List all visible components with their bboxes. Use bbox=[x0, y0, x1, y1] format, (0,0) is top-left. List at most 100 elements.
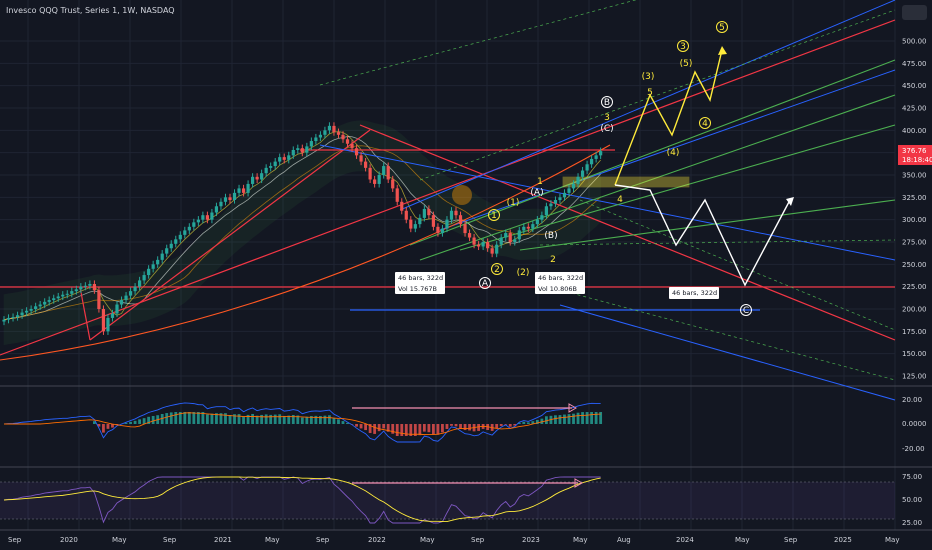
wave-label-4: 4 bbox=[617, 195, 623, 205]
candle-body bbox=[183, 230, 187, 235]
candle-body bbox=[151, 264, 155, 269]
macd-bar bbox=[364, 424, 367, 431]
macd-bar bbox=[508, 424, 512, 427]
price-tag-countdown: 18:18:40 bbox=[902, 156, 932, 164]
candle-body bbox=[165, 248, 169, 254]
macd-bar bbox=[133, 420, 137, 424]
green-dashed-line bbox=[419, 9, 896, 181]
candle-body bbox=[52, 298, 56, 301]
chart-title: Invesco QQQ Trust, Series 1, 1W, NASDAQ bbox=[6, 6, 175, 15]
macd-bar bbox=[554, 415, 557, 424]
wave-label-C-circle-ring bbox=[740, 304, 752, 316]
macd-bar bbox=[526, 422, 530, 424]
candle-body bbox=[192, 222, 196, 227]
macd-signal-line bbox=[4, 412, 601, 436]
wave-label-C-circle: C bbox=[743, 306, 749, 316]
macd-bar bbox=[445, 424, 449, 429]
wave-label-2-circle-ring bbox=[491, 263, 503, 275]
price-tag-value: 376.76 bbox=[902, 147, 927, 155]
y-tick-label: 475.00 bbox=[902, 60, 927, 68]
candle-body bbox=[83, 285, 87, 287]
wave-label-B-paren: (B) bbox=[544, 231, 557, 241]
wave-label-2-paren: (2) bbox=[517, 268, 530, 278]
macd-bar bbox=[409, 424, 413, 436]
candle-body bbox=[377, 175, 381, 184]
macd-bar bbox=[291, 415, 295, 424]
candle-body bbox=[359, 155, 363, 162]
macd-bar bbox=[341, 421, 345, 424]
macd-bar bbox=[282, 415, 286, 424]
macd-bar bbox=[459, 424, 462, 429]
logo-badge[interactable] bbox=[902, 5, 927, 20]
measure-box bbox=[535, 272, 585, 294]
wave-label-4-paren: (4) bbox=[667, 148, 680, 158]
green-channel-line bbox=[459, 124, 896, 251]
candle-body bbox=[260, 173, 264, 180]
x-tick-label: 2024 bbox=[676, 536, 694, 544]
candle-body bbox=[418, 217, 422, 225]
candle-body bbox=[318, 134, 322, 138]
rsi-tick-label: 50.00 bbox=[902, 496, 922, 504]
rsi-line bbox=[3, 476, 601, 524]
macd-bar bbox=[233, 414, 236, 424]
green-channel-line bbox=[419, 94, 896, 261]
macd-bar bbox=[463, 424, 467, 431]
candle-body bbox=[138, 280, 142, 287]
candle-body bbox=[535, 219, 539, 225]
candle-body bbox=[341, 134, 345, 140]
macd-bar bbox=[545, 416, 548, 424]
candle-body bbox=[368, 167, 372, 180]
candle-body bbox=[278, 157, 282, 162]
macd-bar bbox=[287, 415, 291, 424]
macd-bar bbox=[169, 412, 173, 424]
candle-body bbox=[499, 237, 503, 245]
candle-body bbox=[187, 226, 191, 231]
candle-body bbox=[373, 179, 377, 184]
measure-box bbox=[669, 287, 719, 299]
macd-bar bbox=[346, 422, 349, 424]
candle-body bbox=[544, 206, 548, 216]
macd-bar bbox=[427, 424, 431, 433]
candle-body bbox=[549, 203, 553, 207]
candle-body bbox=[205, 215, 209, 220]
macd-bar bbox=[513, 424, 517, 426]
candle-body bbox=[504, 233, 508, 238]
arrow-head bbox=[568, 403, 578, 413]
macd-bar bbox=[436, 424, 440, 435]
candle-body bbox=[106, 317, 110, 332]
candle-body bbox=[142, 275, 146, 281]
candle-body bbox=[269, 166, 273, 168]
macd-bar bbox=[495, 424, 499, 429]
candle-body bbox=[124, 295, 128, 301]
macd-bar bbox=[151, 415, 155, 424]
macd-bar bbox=[535, 419, 539, 424]
arrow-head bbox=[786, 197, 794, 206]
x-tick-label: 2025 bbox=[834, 536, 852, 544]
candle-body bbox=[364, 161, 368, 168]
candle-body bbox=[174, 239, 178, 244]
wave-label-5-circle-ring bbox=[716, 21, 728, 33]
candle-body bbox=[508, 233, 512, 242]
wave-label-A-circle: A bbox=[482, 279, 489, 289]
macd-bar bbox=[138, 419, 141, 424]
macd-bar bbox=[499, 424, 503, 426]
y-tick-label: 275.00 bbox=[902, 239, 927, 247]
candle-body bbox=[391, 179, 395, 189]
candle-body bbox=[576, 176, 580, 184]
macd-bar bbox=[129, 421, 132, 424]
macd-bar bbox=[93, 421, 96, 424]
macd-bar bbox=[305, 416, 309, 424]
candle-body bbox=[585, 164, 589, 171]
candle-body bbox=[11, 317, 15, 319]
trend-lines bbox=[0, 0, 896, 401]
wave-label-3-circle-ring bbox=[677, 40, 689, 52]
macd-bar bbox=[418, 424, 422, 436]
candle-body bbox=[210, 212, 214, 220]
macd-bar bbox=[147, 416, 151, 424]
macd-bar bbox=[264, 414, 268, 424]
y-tick-label: 350.00 bbox=[902, 172, 927, 180]
candle-body bbox=[486, 242, 490, 249]
macd-bar bbox=[477, 424, 480, 431]
x-tick-label: May bbox=[735, 536, 749, 544]
